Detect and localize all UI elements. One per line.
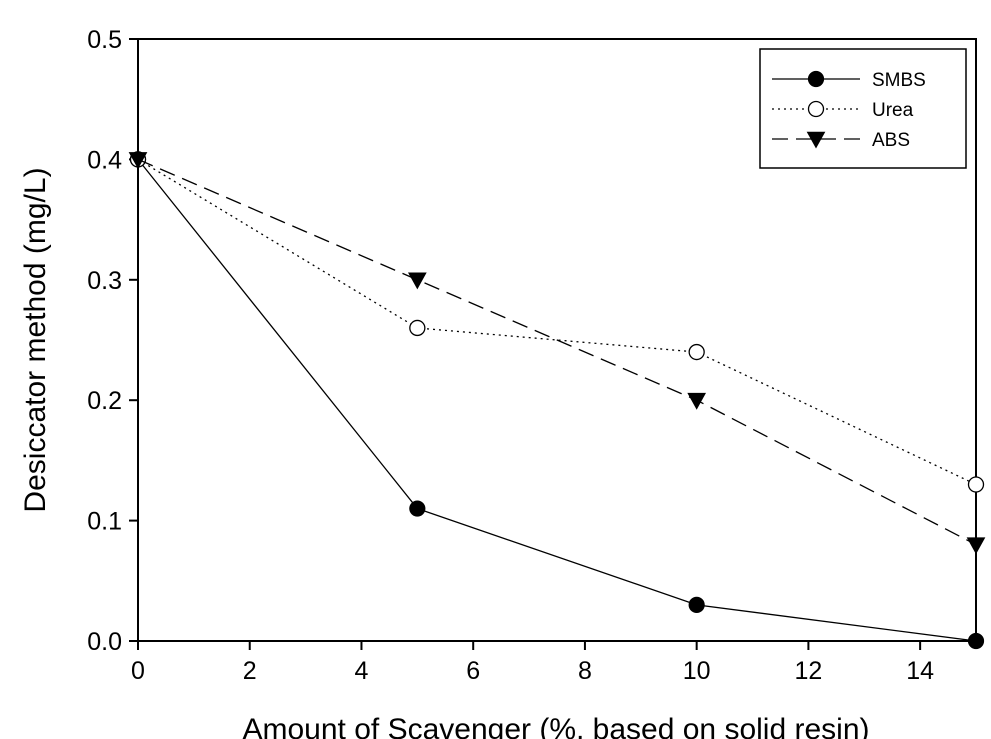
y-tick-label: 0.0 — [87, 628, 122, 656]
data-point — [409, 319, 426, 337]
y-axis-title: Desiccator method (mg/L) — [19, 167, 52, 512]
data-point — [967, 632, 985, 650]
data-point — [966, 537, 986, 555]
series-smbs — [129, 151, 985, 650]
x-tick-label: 8 — [578, 657, 592, 685]
legend-item-abs: ABS — [772, 130, 910, 151]
data-point — [687, 392, 707, 410]
legend-item-smbs: SMBS — [772, 70, 926, 91]
data-point — [967, 476, 985, 493]
y-tick-label: 0.2 — [87, 387, 122, 415]
data-point — [128, 152, 148, 169]
x-axis-title: Amount of Scavenger (%, based on solid r… — [243, 713, 870, 739]
plot-border — [137, 38, 977, 642]
plot-area — [137, 38, 977, 642]
legend-item-urea: Urea — [772, 100, 914, 121]
series-urea — [129, 151, 985, 493]
legend: SMBS Urea ABS — [759, 48, 967, 169]
data-point — [688, 596, 705, 613]
data-point — [407, 272, 427, 290]
x-tick-label: 4 — [355, 657, 369, 685]
legend-marker — [807, 70, 825, 88]
legend-label: ABS — [872, 130, 910, 151]
series-abs — [128, 152, 986, 555]
series-line — [137, 158, 977, 546]
x-axis: 0 2 4 6 8 10 12 14 — [131, 641, 934, 685]
y-tick-label: 0.3 — [87, 267, 122, 295]
y-tick-label: 0.5 — [87, 26, 122, 54]
legend-label: Urea — [872, 100, 914, 121]
x-tick-label: 6 — [466, 657, 480, 685]
legend-marker — [807, 100, 825, 118]
series-layer — [128, 151, 986, 650]
data-point — [688, 343, 705, 361]
x-tick-label: 12 — [794, 657, 822, 685]
y-axis: 0.0 0.1 0.2 0.3 0.4 0.5 — [87, 26, 138, 656]
series-line — [137, 158, 977, 486]
legend-box — [759, 48, 967, 169]
series-line — [137, 158, 977, 642]
x-tick-label: 0 — [131, 657, 145, 685]
legend-marker — [806, 131, 826, 149]
x-tick-label: 14 — [906, 657, 934, 685]
y-tick-label: 0.1 — [87, 508, 122, 536]
x-tick-label: 2 — [243, 657, 257, 685]
data-point — [409, 500, 426, 517]
legend-label: SMBS — [872, 70, 926, 91]
x-tick-label: 10 — [683, 657, 711, 685]
y-tick-label: 0.4 — [87, 146, 122, 174]
